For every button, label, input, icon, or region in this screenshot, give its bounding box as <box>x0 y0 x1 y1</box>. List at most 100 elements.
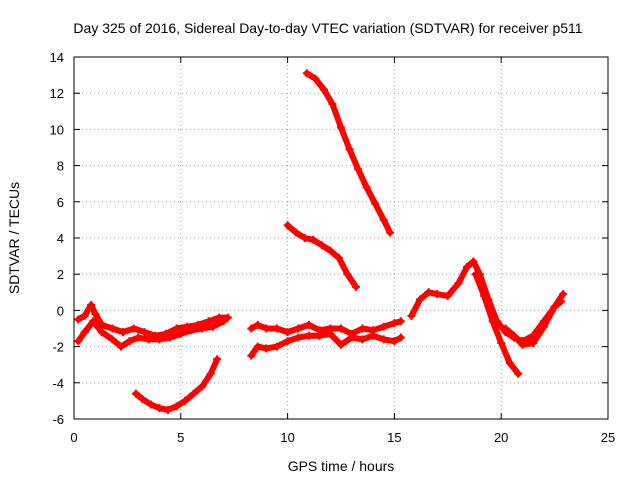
data-series <box>74 69 568 414</box>
data-point <box>155 404 164 413</box>
data-point <box>386 228 395 237</box>
series-track-1-lower <box>74 317 228 351</box>
data-point <box>497 338 506 347</box>
x-tick-label: 0 <box>70 430 77 445</box>
data-point <box>283 337 292 346</box>
data-point <box>172 324 181 333</box>
data-point <box>416 295 425 304</box>
y-tick-label: 6 <box>57 195 64 210</box>
data-point <box>379 335 388 344</box>
data-point <box>131 389 140 398</box>
data-point <box>469 257 478 266</box>
data-point <box>396 333 405 342</box>
data-point <box>80 311 89 320</box>
data-point <box>337 123 345 132</box>
data-point <box>358 324 367 333</box>
y-tick-label: 4 <box>57 231 64 246</box>
data-point <box>396 317 405 326</box>
series-line <box>303 70 394 236</box>
series-line <box>472 271 522 377</box>
data-point <box>369 331 378 340</box>
data-point <box>108 324 117 333</box>
data-point <box>74 337 83 346</box>
x-tick-label: 5 <box>177 430 184 445</box>
data-point <box>187 326 196 335</box>
data-point <box>247 324 256 333</box>
series-line <box>248 318 404 337</box>
data-point <box>155 335 164 344</box>
axis-ticks <box>73 56 609 420</box>
data-point <box>219 317 228 326</box>
data-point <box>351 282 360 291</box>
data-point <box>253 320 262 329</box>
data-point <box>172 402 181 411</box>
data-point <box>208 322 217 331</box>
series-line <box>132 356 221 413</box>
data-point <box>262 344 271 353</box>
data-point <box>272 324 281 333</box>
data-point <box>89 317 98 326</box>
series-track-7 <box>471 270 523 378</box>
data-point <box>97 328 106 337</box>
series-line <box>75 318 227 350</box>
data-point <box>283 328 292 337</box>
data-point <box>198 324 207 333</box>
data-point <box>514 369 523 378</box>
data-point <box>262 324 271 333</box>
data-point <box>74 315 83 324</box>
data-point <box>347 333 356 342</box>
data-point <box>379 215 388 224</box>
data-point <box>337 324 345 333</box>
data-point <box>304 320 313 329</box>
data-point <box>371 199 380 208</box>
series-track-3-lower <box>247 329 405 360</box>
data-point <box>345 145 354 154</box>
data-point <box>337 340 345 349</box>
data-point <box>87 300 96 309</box>
data-point <box>362 183 371 192</box>
data-point <box>129 324 138 333</box>
data-point <box>300 234 309 242</box>
data-point <box>443 291 452 300</box>
data-point <box>505 358 514 367</box>
chart-title: Day 325 of 2016, Sidereal Day-to-day VTE… <box>73 20 582 36</box>
data-point <box>146 400 155 409</box>
data-point <box>539 322 548 331</box>
data-point <box>144 335 153 344</box>
y-tick-label: 12 <box>50 86 64 101</box>
data-point <box>223 313 232 322</box>
y-tick-label: 2 <box>57 267 64 282</box>
data-point <box>358 335 367 344</box>
data-point <box>176 329 185 338</box>
data-point <box>302 69 311 78</box>
series-track-5 <box>302 69 395 237</box>
y-tick-label: -4 <box>52 376 64 391</box>
data-point <box>326 246 335 255</box>
data-point <box>309 235 318 244</box>
data-point <box>317 241 326 250</box>
data-point <box>198 382 207 391</box>
series-line <box>284 222 359 290</box>
data-point <box>189 389 198 398</box>
data-point <box>204 317 213 326</box>
data-point <box>319 85 328 94</box>
series-track-8 <box>501 290 568 349</box>
series-track-2 <box>131 355 222 414</box>
data-point <box>134 333 143 342</box>
data-point <box>315 331 324 340</box>
data-point <box>80 328 89 337</box>
y-tick-label: 0 <box>57 303 64 318</box>
data-point <box>272 342 281 351</box>
data-point <box>213 355 222 364</box>
data-point <box>138 395 147 404</box>
data-point <box>119 328 128 337</box>
data-point <box>471 270 480 279</box>
x-tick-label: 10 <box>280 430 294 445</box>
data-point <box>304 331 313 340</box>
data-point <box>550 302 559 311</box>
y-tick-labels: -6 -4 -2 0 2 4 6 8 10 12 14 <box>50 50 64 427</box>
data-point <box>294 333 303 342</box>
x-axis-label: GPS time / hours <box>288 458 395 474</box>
data-point <box>390 319 399 328</box>
